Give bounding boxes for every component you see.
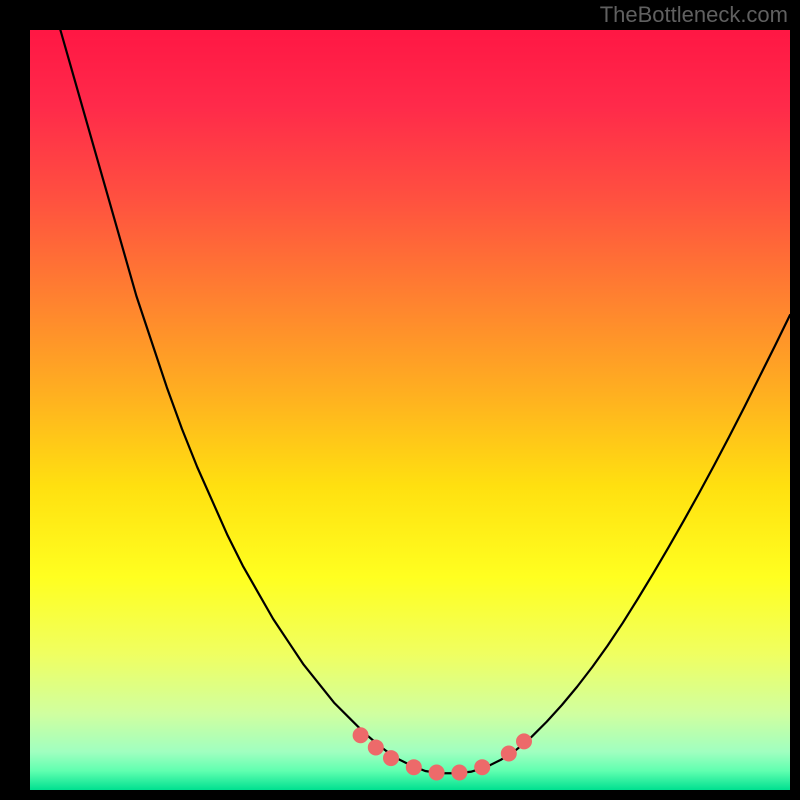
chart-container: TheBottleneck.com [0, 0, 800, 800]
curve-marker [384, 751, 399, 766]
curve-marker [517, 734, 532, 749]
curve-marker [406, 760, 421, 775]
plot-background-gradient [30, 30, 790, 790]
curve-marker [353, 728, 368, 743]
bottleneck-chart [0, 0, 800, 800]
curve-marker [501, 746, 516, 761]
watermark-text: TheBottleneck.com [600, 2, 788, 28]
curve-marker [452, 765, 467, 780]
curve-marker [368, 740, 383, 755]
curve-marker [429, 765, 444, 780]
curve-marker [475, 760, 490, 775]
